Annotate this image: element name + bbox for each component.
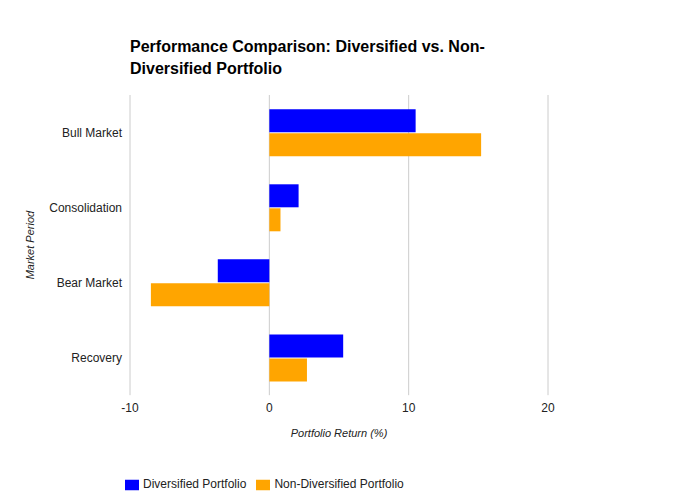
svg-text:10: 10 bbox=[402, 401, 416, 415]
svg-text:Market Period: Market Period bbox=[24, 210, 36, 279]
svg-text:0: 0 bbox=[266, 401, 273, 415]
html-text:Non-Diversified Portfolio: Non-Diversified Portfolio bbox=[274, 477, 404, 492]
svg-text:Portfolio Return (%): Portfolio Return (%) bbox=[291, 427, 388, 439]
svg-text:Bull Market: Bull Market bbox=[62, 126, 123, 140]
svg-text:Recovery: Recovery bbox=[71, 351, 122, 365]
svg-text:20: 20 bbox=[541, 401, 555, 415]
svg-text:Bear Market: Bear Market bbox=[57, 276, 123, 290]
svg-text:Consolidation: Consolidation bbox=[49, 201, 122, 215]
html-text:Diversified Portfolio: Diversified Portfolio bbox=[143, 477, 247, 492]
svg-text:-10: -10 bbox=[121, 401, 139, 415]
html-text:Performance Comparison: Divers: Performance Comparison: Diversified vs. … bbox=[130, 38, 485, 77]
